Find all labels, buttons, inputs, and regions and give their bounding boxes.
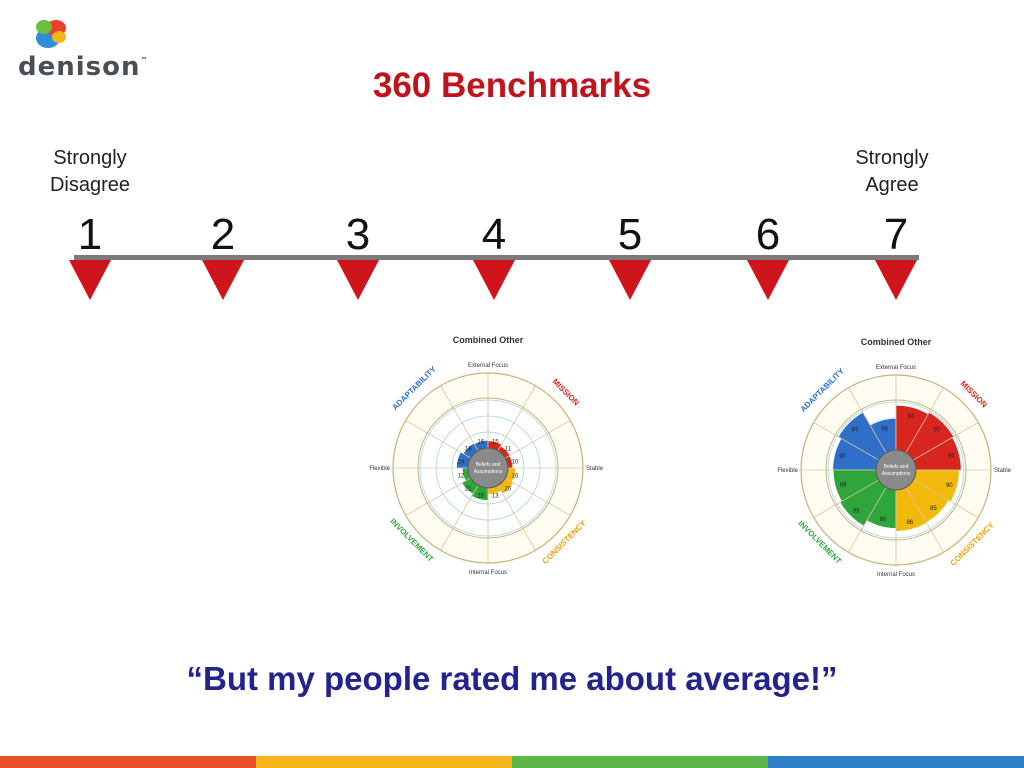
- wheel-center-label: Beliefs and: [884, 464, 909, 470]
- wheel-center-label: Beliefs and: [476, 462, 501, 468]
- wheel-spoke: [405, 477, 471, 516]
- wheel-stable-label: Stable: [586, 466, 604, 472]
- scale-number-6: 6: [755, 210, 781, 259]
- wheel-segment-value: 16: [512, 474, 519, 480]
- scale-marker-4: [473, 260, 515, 300]
- wheel-center-label: Assumptions: [882, 471, 911, 477]
- wheel-segment-value: 89: [840, 483, 847, 489]
- footer-color-bar: [0, 756, 1024, 768]
- wheel-spoke: [905, 387, 944, 453]
- wheel-segment-value: 80: [880, 517, 887, 523]
- wheel-segment-value: 15: [492, 439, 499, 445]
- footer-segment-yellow: [256, 756, 512, 768]
- quote-text: “But my people rated me about average!”: [186, 660, 838, 697]
- wheel-flexible-label: Flexible: [369, 466, 390, 472]
- wheel-center: [875, 449, 917, 491]
- wheel-segment-value: 12: [458, 474, 465, 480]
- wheel-flexible-label: Flexible: [777, 468, 798, 474]
- wheel-spoke: [905, 487, 944, 553]
- wheel-spoke: [497, 385, 536, 451]
- wheel-segment-value: 11: [505, 447, 512, 453]
- wheel-external-label: External Focus: [468, 363, 508, 369]
- scale-marker-1: [69, 260, 111, 300]
- left-anchor-label: Strongly Disagree: [49, 147, 131, 196]
- wheel-spoke: [813, 479, 879, 518]
- wheel-segment-value: 85: [930, 506, 937, 512]
- scale-marker-5: [609, 260, 651, 300]
- wheel-spoke: [497, 485, 536, 551]
- scale-marker-3: [337, 260, 379, 300]
- wheel-title: Combined Other: [861, 337, 932, 347]
- wheel-segment-value: 13: [492, 494, 499, 500]
- wheel-segment-value: 93: [853, 509, 860, 515]
- wheel-segment-value: 90: [839, 454, 846, 460]
- wheel-segment-value: 16: [477, 439, 484, 445]
- wheel-spoke: [813, 422, 879, 461]
- wheel-segment-value: 20: [504, 486, 511, 492]
- wheel-segment-value: 93: [907, 414, 914, 420]
- wheel-spoke: [505, 420, 571, 459]
- wheel-stable-label: Stable: [994, 468, 1012, 474]
- wheel-spoke: [848, 487, 887, 553]
- wheel-segment-value: 26: [477, 494, 484, 500]
- scale-number-7: 7: [883, 210, 909, 259]
- scale-marker-6: [747, 260, 789, 300]
- wheel-segment-value: 97: [934, 427, 941, 433]
- scale-number-3: 3: [345, 210, 371, 259]
- wheel-segment-value: 86: [906, 520, 913, 526]
- wheel-segment-value: 24: [458, 459, 465, 465]
- wheel-spoke: [405, 420, 471, 459]
- culture-wheel-high: Combined Other 90 97 66 80 93 89 90 85 86 93 97 94 Be…: [777, 337, 1012, 578]
- scale-line: [74, 255, 919, 260]
- wheel-segment-value: 10: [512, 459, 519, 465]
- page-title: 360 Benchmarks: [372, 66, 652, 105]
- footer-segment-orange: [0, 756, 256, 768]
- wheel-segment-value: 90: [946, 483, 953, 489]
- scale-number-1: 1: [77, 210, 103, 259]
- wheel-internal-label: Internal Focus: [469, 570, 507, 576]
- right-anchor-label: Strongly Agree: [855, 147, 929, 196]
- wheel-spoke: [440, 485, 479, 551]
- wheel-spoke: [913, 422, 979, 461]
- wheel-segment-value: 94: [948, 454, 955, 460]
- wheel-segment-value: 21: [465, 486, 472, 492]
- scale-number-5: 5: [617, 210, 643, 259]
- scale-marker-2: [202, 260, 244, 300]
- denison-logo: denison™: [18, 18, 148, 82]
- logo-mark-icon: [36, 20, 66, 48]
- wheel-external-label: External Focus: [876, 365, 916, 371]
- wheel-segment-value: 18: [465, 447, 472, 453]
- wheel-spoke: [848, 387, 887, 453]
- scale-number-2: 2: [210, 210, 236, 259]
- wheel-segment-value: 97: [852, 427, 859, 433]
- scale-marker-7: [875, 260, 917, 300]
- wheel-center: [467, 447, 509, 489]
- footer-segment-green: [512, 756, 768, 768]
- wheel-spoke: [440, 385, 479, 451]
- wheel-segment-value: 66: [881, 426, 888, 432]
- wheel-spoke: [505, 477, 571, 516]
- wheel-spoke: [913, 479, 979, 518]
- wheel-title: Combined Other: [453, 335, 524, 345]
- wheel-internal-label: Internal Focus: [877, 572, 915, 578]
- wheel-center-label: Assumptions: [474, 469, 503, 475]
- logo-wordmark: denison™: [18, 52, 149, 82]
- scale-number-4: 4: [481, 210, 507, 259]
- footer-segment-blue: [768, 756, 1024, 768]
